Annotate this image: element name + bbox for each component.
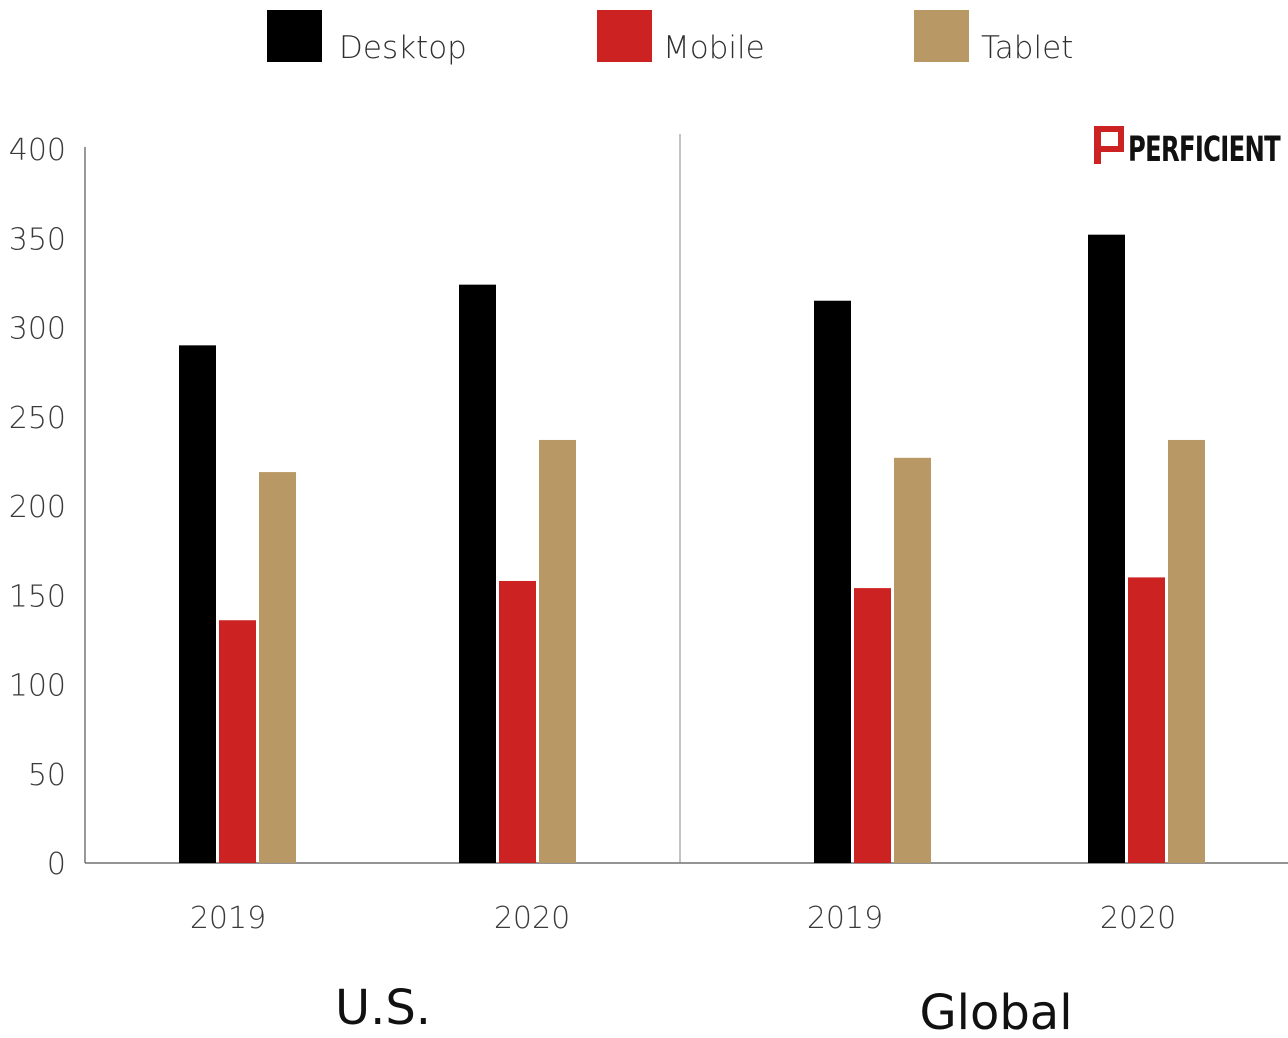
y-tick-label: 150	[9, 579, 66, 614]
x-tick-label: 2019	[190, 901, 266, 936]
x-axis-ticks: 2019 2020 2019 2020	[190, 901, 1176, 936]
bar-global-2019-mobile	[854, 588, 891, 863]
bars	[179, 234, 1205, 864]
y-tick-label: 0	[47, 847, 66, 882]
legend: Desktop Mobile Tablet	[267, 10, 1073, 66]
bar-us-2020-tablet	[539, 439, 576, 863]
perficient-logo: PERFICIENT	[1094, 126, 1282, 170]
legend-swatch	[597, 10, 652, 62]
group-label: U.S.	[335, 980, 431, 1036]
bar-global-2020-tablet	[1168, 439, 1205, 863]
y-tick-label: 100	[9, 669, 66, 704]
bar-us-2019-desktop	[179, 345, 216, 864]
group-label: Global	[919, 985, 1072, 1038]
bar-us-2020-desktop	[459, 284, 496, 863]
y-axis-ticks: 0 50 100 150 200 250 300 350 400	[9, 133, 66, 882]
legend-swatch	[267, 10, 322, 62]
x-tick-label: 2019	[807, 901, 883, 936]
legend-swatch	[914, 10, 969, 62]
legend-label: Mobile	[663, 30, 765, 66]
perficient-logo-text: PERFICIENT	[1128, 130, 1281, 170]
x-tick-label: 2020	[1100, 901, 1176, 936]
y-tick-label: 300	[9, 312, 66, 347]
y-tick-label: 400	[9, 133, 66, 168]
bar-global-2020-desktop	[1088, 234, 1125, 863]
bar-global-2020-mobile	[1128, 577, 1165, 863]
y-tick-label: 50	[28, 758, 66, 793]
y-tick-label: 200	[9, 490, 66, 525]
x-tick-label: 2020	[494, 901, 570, 936]
legend-label: Tablet	[981, 30, 1073, 66]
bar-global-2019-desktop	[814, 300, 851, 864]
bar-us-2019-mobile	[219, 620, 256, 863]
legend-item-mobile: Mobile	[597, 10, 765, 66]
legend-item-tablet: Tablet	[914, 10, 1073, 66]
bar-global-2019-tablet	[894, 457, 931, 863]
group-labels: U.S. Global	[335, 980, 1073, 1038]
legend-label: Desktop	[339, 30, 467, 66]
bar-us-2019-tablet	[259, 472, 296, 863]
perficient-logo-mark	[1094, 126, 1124, 164]
y-tick-label: 250	[9, 401, 66, 436]
y-tick-label: 350	[9, 222, 66, 257]
legend-item-desktop: Desktop	[267, 10, 467, 66]
bar-us-2020-mobile	[499, 580, 536, 863]
